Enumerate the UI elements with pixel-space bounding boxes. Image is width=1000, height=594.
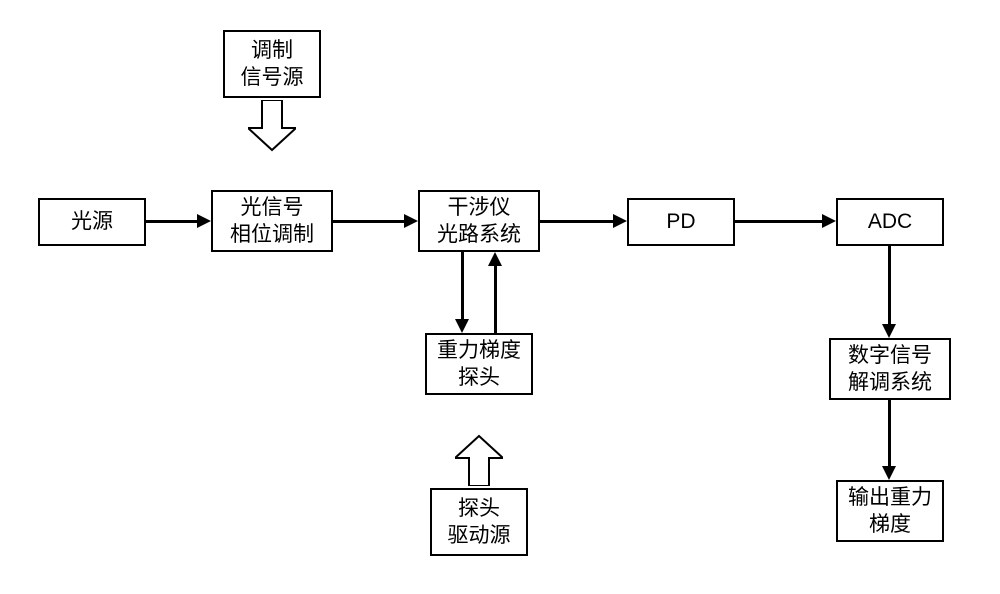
arrow-int-pd-head: [613, 214, 627, 228]
node-light-source: 光源: [38, 198, 146, 246]
arrow-probe-int-up-head: [488, 252, 502, 266]
node-adc: ADC: [836, 198, 944, 246]
node-interferometer: 干涉仪 光路系统: [418, 190, 540, 252]
arrow-ls-pm-head: [197, 214, 211, 228]
arrow-int-probe-down-head: [455, 319, 469, 333]
arrow-probe-int-up: [494, 266, 497, 333]
node-grav-probe: 重力梯度 探头: [425, 333, 533, 395]
hollow-arrow-mod-to-phase: [248, 100, 296, 188]
node-phase-mod: 光信号 相位调制: [211, 190, 333, 252]
arrow-int-pd: [540, 220, 613, 223]
arrow-adc-demod: [888, 246, 891, 324]
node-output: 输出重力 梯度: [836, 480, 944, 542]
arrow-pd-adc: [735, 220, 822, 223]
node-demod: 数字信号 解调系统: [829, 338, 951, 400]
arrow-pm-int-head: [404, 214, 418, 228]
node-pd: PD: [627, 198, 735, 246]
node-mod-signal: 调制 信号源: [223, 30, 321, 98]
hollow-arrow-drive-to-probe: [455, 398, 503, 486]
arrow-pd-adc-head: [822, 214, 836, 228]
arrow-pm-int: [333, 220, 404, 223]
arrow-adc-demod-head: [882, 324, 896, 338]
node-probe-drive: 探头 驱动源: [430, 488, 528, 556]
arrow-int-probe-down: [461, 252, 464, 319]
arrow-demod-out: [888, 400, 891, 466]
arrow-ls-pm: [146, 220, 197, 223]
arrow-demod-out-head: [882, 466, 896, 480]
